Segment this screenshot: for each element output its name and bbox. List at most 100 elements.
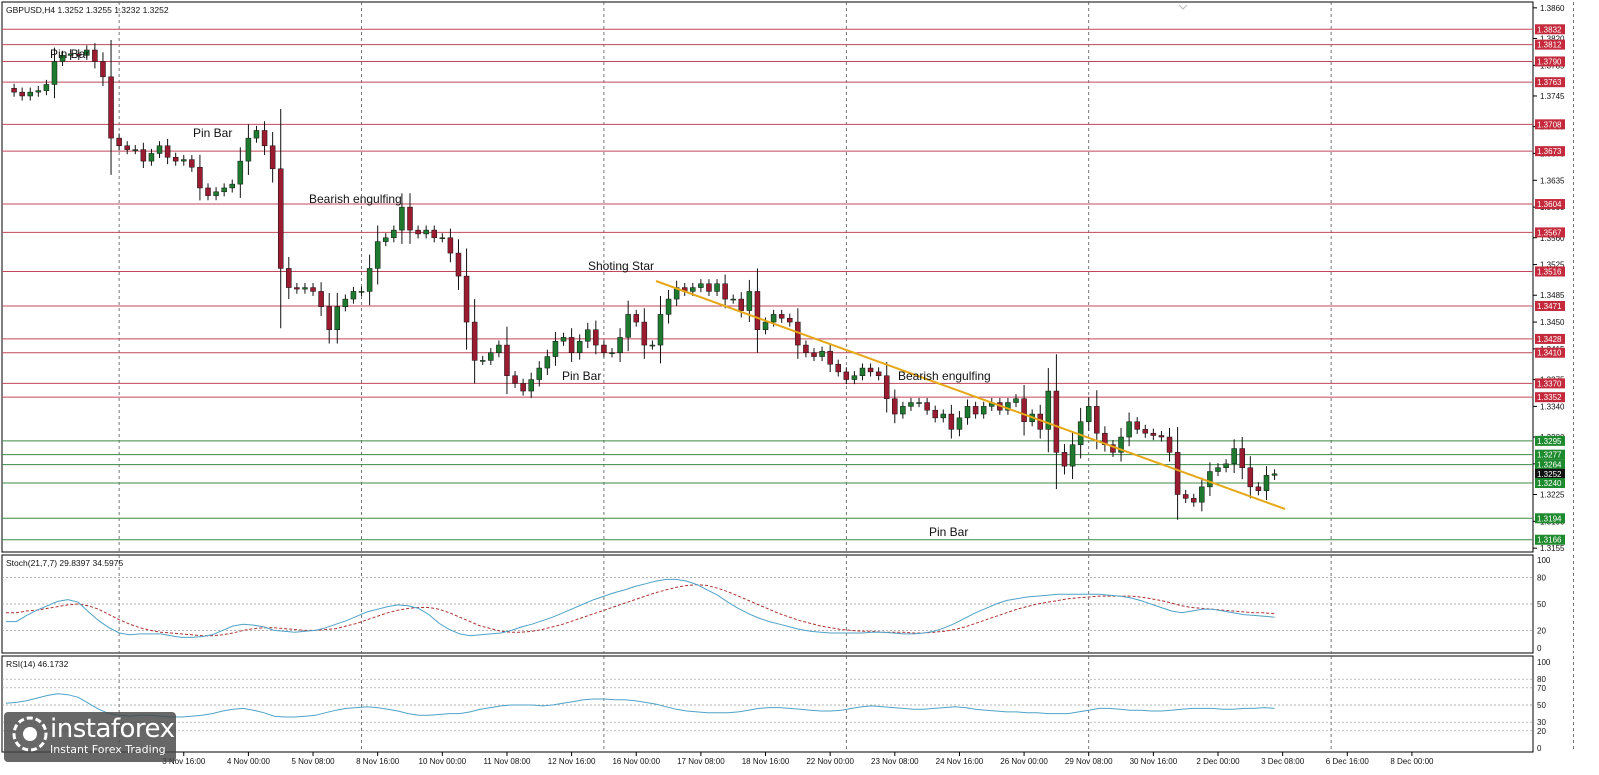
candle-body [980,406,987,415]
candle-body [657,314,664,346]
candle-body [1239,448,1245,468]
candle-body [277,168,284,269]
time-tick-label: 4 Nov 00:00 [227,757,271,766]
level-label-box [1535,459,1565,470]
candle-body [843,371,850,380]
candle-body [51,61,58,85]
candle-body [601,344,607,353]
symbol-title: GBPUSD,H4 1.3252 1.3255 1.3232 1.3252 [6,5,169,15]
candle-body [92,49,98,62]
level-label: 1.3673 [1537,147,1562,156]
candle-body [738,298,745,311]
rsi-level-label: 20 [1537,727,1546,736]
candle-body [148,153,155,162]
candle-body [504,344,510,376]
instaforex-watermark: instaforex Instant Forex Trading [4,712,176,762]
level-label: 1.3471 [1537,302,1562,311]
price-tick-label: 1.3155 [1540,544,1565,553]
chevron-down-icon[interactable] [1178,4,1188,10]
candle-body [318,291,324,307]
level-label: 1.3763 [1537,78,1562,87]
candle-body [84,49,90,56]
candle-body [366,268,373,292]
level-label: 1.3516 [1537,267,1562,276]
candle-body [213,191,219,196]
candle-body [964,406,971,419]
candle-body [237,160,244,185]
stoch-main-line [6,578,1275,638]
descending-trendline[interactable] [655,280,1286,510]
stoch-level-label: 0 [1537,644,1542,653]
candle-body [770,314,777,323]
level-label-box [1535,24,1565,35]
price-tick-label: 1.3225 [1540,491,1565,500]
level-label-box [1535,146,1565,157]
stoch-level-label: 20 [1537,626,1546,635]
stoch-level-label: 50 [1537,600,1546,609]
candle-body [859,367,866,376]
level-label: 1.3812 [1537,41,1562,50]
candle-body [1053,390,1060,453]
candle-body [358,291,365,293]
annotation-pin-bar-4: Pin Bar [929,525,968,539]
stoch-level-label: 80 [1537,574,1546,583]
candle-body [447,237,454,254]
candle-body [690,287,696,292]
rsi-level-label: 0 [1537,744,1542,753]
candle-body [576,340,583,353]
candle-body [1126,421,1132,438]
candle-body [924,402,930,411]
level-label-box [1535,378,1565,389]
candle-body [649,344,656,347]
candle-body [544,356,551,369]
candle-body [205,187,211,196]
candle-body [334,306,341,330]
candle-body [423,229,429,235]
time-tick-label: 12 Nov 16:00 [548,757,596,766]
candle-body [520,383,526,392]
annotation-bearish-engulfing-1: Bearish engulfing [309,192,402,206]
candle-body [116,137,122,147]
level-label: 1.3708 [1537,120,1562,129]
annotation-pin-bar-1: Pin Bar [50,47,89,61]
candle-body [140,149,147,162]
level-label-box [1535,333,1565,344]
instaforex-logo-icon [12,716,48,752]
stoch-level-label: 100 [1537,556,1551,565]
candle-body [132,149,139,151]
candle-body [1045,390,1052,430]
candle-body [714,283,720,292]
price-tick-label: 1.3745 [1540,92,1565,101]
time-tick-label: 30 Nov 16:00 [1130,757,1178,766]
time-tick-label: 22 Nov 00:00 [806,757,854,766]
candle-body [560,337,567,342]
stoch-signal-line [6,584,1275,637]
horizontal-levels [2,28,1533,541]
candle-body [27,91,33,97]
level-label-box [1535,77,1565,88]
candle-body [19,91,25,97]
level-label: 1.3428 [1537,335,1562,344]
candle-body [585,329,591,342]
candle-body [625,314,631,338]
candle-body [819,350,825,357]
candle-body [471,321,478,361]
level-label-box [1535,513,1565,524]
candle-body [181,159,187,162]
candle-body [528,379,534,392]
candle-body [803,344,809,353]
price-tick-label: 1.3340 [1540,402,1565,411]
candle-body [641,321,648,346]
stoch-levels: 100 80 50 20 0 [2,556,1551,653]
time-tick-label: 6 Dec 16:00 [1326,757,1370,766]
candle-body [11,88,17,93]
candle-body [399,206,405,231]
candle-body [172,157,179,162]
time-tick-label: 17 Nov 08:00 [677,757,725,766]
candle-body [431,229,437,239]
candle-body [342,298,349,307]
candle-body [1013,398,1019,403]
level-label: 1.3264 [1537,461,1562,470]
candle-body [1247,467,1254,488]
